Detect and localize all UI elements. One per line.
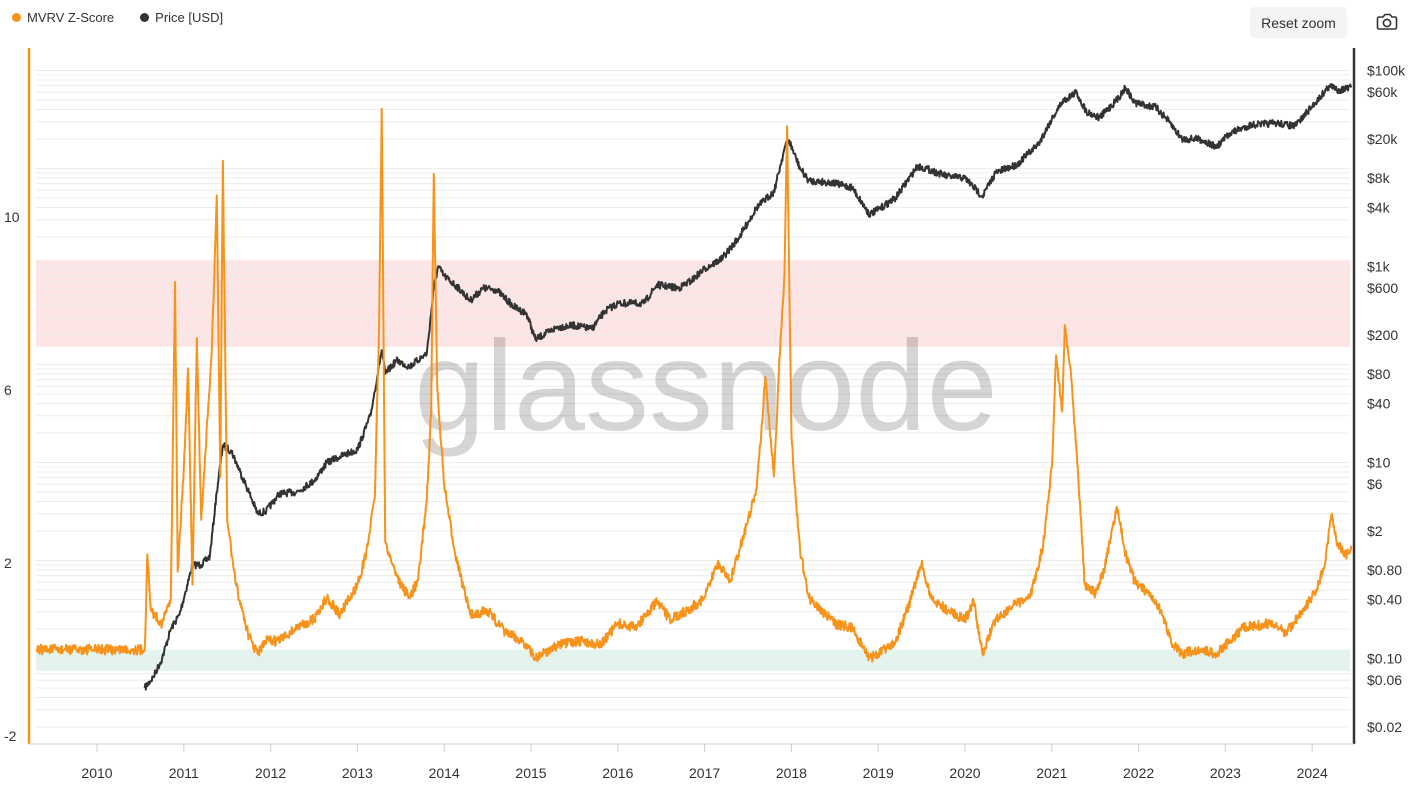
right-tick-label: $40: [1367, 395, 1391, 411]
right-tick-label: $10: [1367, 455, 1391, 471]
right-tick-label: $20k: [1367, 131, 1398, 147]
left-tick-label: -2: [4, 728, 17, 744]
right-tick-label: $0.80: [1367, 562, 1402, 578]
x-tick-label: 2011: [169, 765, 199, 781]
series-lines: [35, 83, 1353, 691]
right-tick-label: $2: [1367, 523, 1383, 539]
right-tick-label: $0.10: [1367, 651, 1402, 667]
right-tick-label: $8k: [1367, 170, 1391, 186]
right-tick-label: $80: [1367, 366, 1391, 382]
zscore-dot-icon: [12, 13, 21, 22]
watermark: glassnode: [414, 315, 998, 458]
x-tick-label: 2015: [515, 765, 546, 781]
right-tick-label: $1k: [1367, 259, 1391, 275]
left-tick-label: 6: [4, 382, 12, 398]
x-tick-label: 2023: [1210, 765, 1241, 781]
tick-labels: 2010 2011 2012 2013 2014 2015 2016 2017 2018 2019…: [4, 63, 1406, 782]
zone-overvalued: [36, 260, 1350, 347]
x-tick-label: 2010: [81, 765, 112, 781]
x-tick-label: 2012: [255, 765, 286, 781]
right-tick-label: $6: [1367, 476, 1383, 492]
x-tick-label: 2016: [602, 765, 633, 781]
series-line-mvrv-z-score: [35, 107, 1353, 663]
right-tick-label: $0.02: [1367, 719, 1402, 735]
right-tick-label: $200: [1367, 327, 1398, 343]
right-tick-label: $0.40: [1367, 591, 1402, 607]
x-tick-label: 2013: [342, 765, 373, 781]
x-tick-label: 2024: [1297, 765, 1328, 781]
right-tick-label: $60k: [1367, 84, 1398, 100]
reset-zoom-button[interactable]: Reset zoom: [1250, 7, 1347, 38]
x-tick-label: 2020: [949, 765, 980, 781]
left-tick-label: 10: [4, 209, 20, 225]
x-tick-label: 2021: [1036, 765, 1067, 781]
legend-item-price[interactable]: Price [USD]: [140, 10, 223, 25]
axes: [27, 48, 1356, 745]
chart-legend: MVRV Z-Score Price [USD]: [12, 10, 223, 25]
x-tick-label: 2022: [1123, 765, 1154, 781]
x-tick-label: 2018: [776, 765, 807, 781]
price-dot-icon: [140, 13, 150, 22]
legend-item-zscore[interactable]: MVRV Z-Score: [12, 10, 114, 25]
series-line-price-usd-: [143, 83, 1353, 691]
legend-label-zscore: MVRV Z-Score: [27, 10, 115, 25]
right-tick-label: $4k: [1367, 199, 1391, 215]
zone-undervalued: [36, 649, 1350, 672]
left-tick-label: 2: [4, 555, 12, 571]
right-tick-label: $0.06: [1367, 672, 1402, 688]
x-tick-label: 2017: [689, 765, 720, 781]
right-tick-label: $100k: [1367, 63, 1406, 79]
camera-icon[interactable]: [1376, 12, 1398, 32]
x-tick-label: 2014: [429, 765, 460, 781]
legend-label-price: Price [USD]: [155, 10, 224, 25]
right-tick-label: $600: [1367, 280, 1398, 296]
x-tick-label: 2019: [863, 765, 894, 781]
zone-bands: [36, 260, 1350, 672]
